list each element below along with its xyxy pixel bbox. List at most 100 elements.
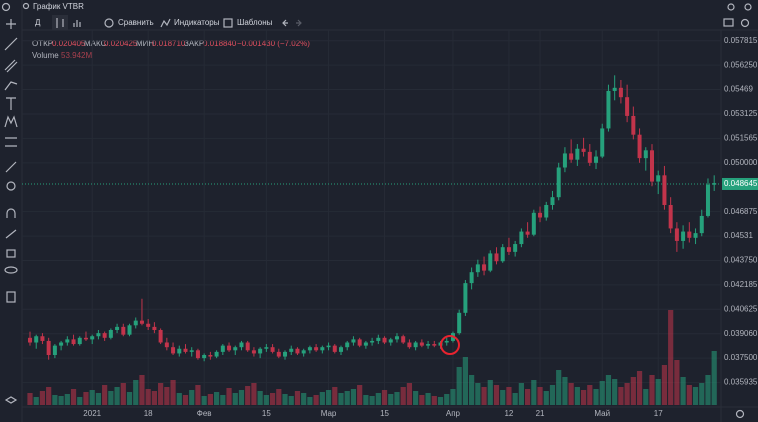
volume-bar (263, 395, 269, 405)
low-value: 0.018710 (152, 39, 186, 48)
volume-bar (325, 390, 332, 405)
volume-bar (294, 391, 301, 405)
candle-body (83, 337, 88, 340)
volume-bar (680, 377, 686, 405)
y-tick-label: 0.040625 (724, 304, 758, 313)
fib-tool[interactable] (4, 59, 18, 73)
volume-bar (661, 365, 668, 405)
trash-tool[interactable] (6, 291, 16, 303)
candle-body (650, 150, 654, 182)
chart-type-active[interactable] (52, 15, 68, 30)
candle-body (283, 351, 288, 357)
volume-bar (39, 391, 46, 405)
candle-body (637, 134, 642, 159)
measure-tool[interactable] (5, 137, 17, 147)
candle-body (289, 348, 294, 352)
candle-body (90, 336, 95, 340)
open-value: 0.020405 (52, 39, 86, 48)
add-icon[interactable] (1, 2, 11, 12)
volume-bar (307, 397, 313, 405)
candle-body (712, 183, 717, 185)
crosshair-tool[interactable] (6, 19, 16, 29)
window-icon[interactable] (727, 3, 735, 11)
layers[interactable] (4, 396, 18, 404)
redo[interactable] (296, 19, 302, 27)
bars-icon[interactable] (73, 20, 81, 27)
volume-bar (58, 396, 64, 405)
compare-button[interactable]: Сравнить (118, 18, 154, 27)
volume-bar (158, 383, 164, 405)
volume-bar (375, 393, 381, 405)
candle-body (108, 330, 113, 338)
candle-body (631, 115, 636, 135)
volume-bar (518, 383, 524, 405)
candle-body (307, 347, 312, 351)
volume-bar (195, 385, 201, 405)
pattern-tool[interactable] (4, 81, 18, 91)
candle-body (394, 336, 399, 340)
templates-button[interactable]: Шаблоны (237, 18, 273, 27)
volume-bar (207, 394, 213, 405)
candle-body (96, 333, 101, 337)
volume-bar (64, 394, 70, 405)
settings[interactable] (740, 18, 750, 28)
search-icon[interactable] (22, 2, 30, 10)
candle-body (115, 326, 120, 330)
candle-body (351, 339, 356, 343)
undo[interactable] (282, 19, 288, 27)
candle-body (46, 340, 51, 355)
candle-body (133, 320, 138, 326)
axis-settings[interactable] (735, 409, 745, 419)
volume-bar (201, 396, 207, 405)
magnet-tool[interactable] (6, 208, 16, 218)
window-icon[interactable] (744, 3, 752, 11)
snapshot[interactable] (723, 18, 734, 27)
high-label: МАКС (84, 39, 107, 48)
symbol-title[interactable]: График VTBR (33, 2, 84, 11)
close-label: ЗАКР (184, 39, 204, 48)
text-tool[interactable] (6, 97, 16, 110)
candle-body (189, 350, 194, 352)
volume-bar (487, 380, 493, 405)
volume-bar (369, 396, 375, 405)
projection-tool[interactable] (4, 115, 18, 128)
volume-bar (381, 390, 388, 405)
ruler-tool[interactable] (5, 161, 17, 173)
candle-body (656, 175, 661, 182)
candle-body (500, 247, 505, 262)
lock-tool[interactable] (6, 249, 16, 258)
candle-body (538, 212, 543, 218)
zoom-tool[interactable] (6, 181, 16, 191)
candle-body (320, 347, 325, 351)
highlight-circle (440, 335, 460, 355)
candle-body (569, 153, 574, 160)
volume-bar (493, 385, 500, 405)
indicators-button[interactable]: Индикаторы (174, 18, 220, 27)
volume-bar (33, 397, 39, 405)
candle-body (668, 205, 673, 229)
volume-bar (543, 391, 549, 405)
candle-body (152, 326, 157, 330)
volume-bar (612, 379, 618, 405)
x-tick-label: 18 (144, 409, 153, 418)
volume-bar (450, 389, 456, 405)
volume-bar (251, 383, 257, 405)
volume-bar (580, 390, 587, 405)
volume-bar (388, 394, 394, 405)
visibility-tool[interactable] (4, 266, 18, 274)
candle-body (457, 312, 462, 334)
volume-bar (319, 392, 325, 405)
trend-line-tool[interactable] (4, 37, 18, 51)
volume-bar (114, 387, 120, 405)
volume-bar (52, 395, 58, 405)
volume-bar (220, 395, 226, 405)
candle-body (314, 347, 319, 351)
volume-bar (699, 383, 705, 405)
candle-body (183, 348, 188, 352)
volume-bar (400, 387, 406, 405)
pencil-tool[interactable] (5, 229, 17, 239)
volume-bar (668, 310, 674, 405)
interval[interactable]: Д (35, 18, 41, 27)
volume-bar (182, 395, 189, 405)
open-label: ОТКР (32, 39, 53, 48)
